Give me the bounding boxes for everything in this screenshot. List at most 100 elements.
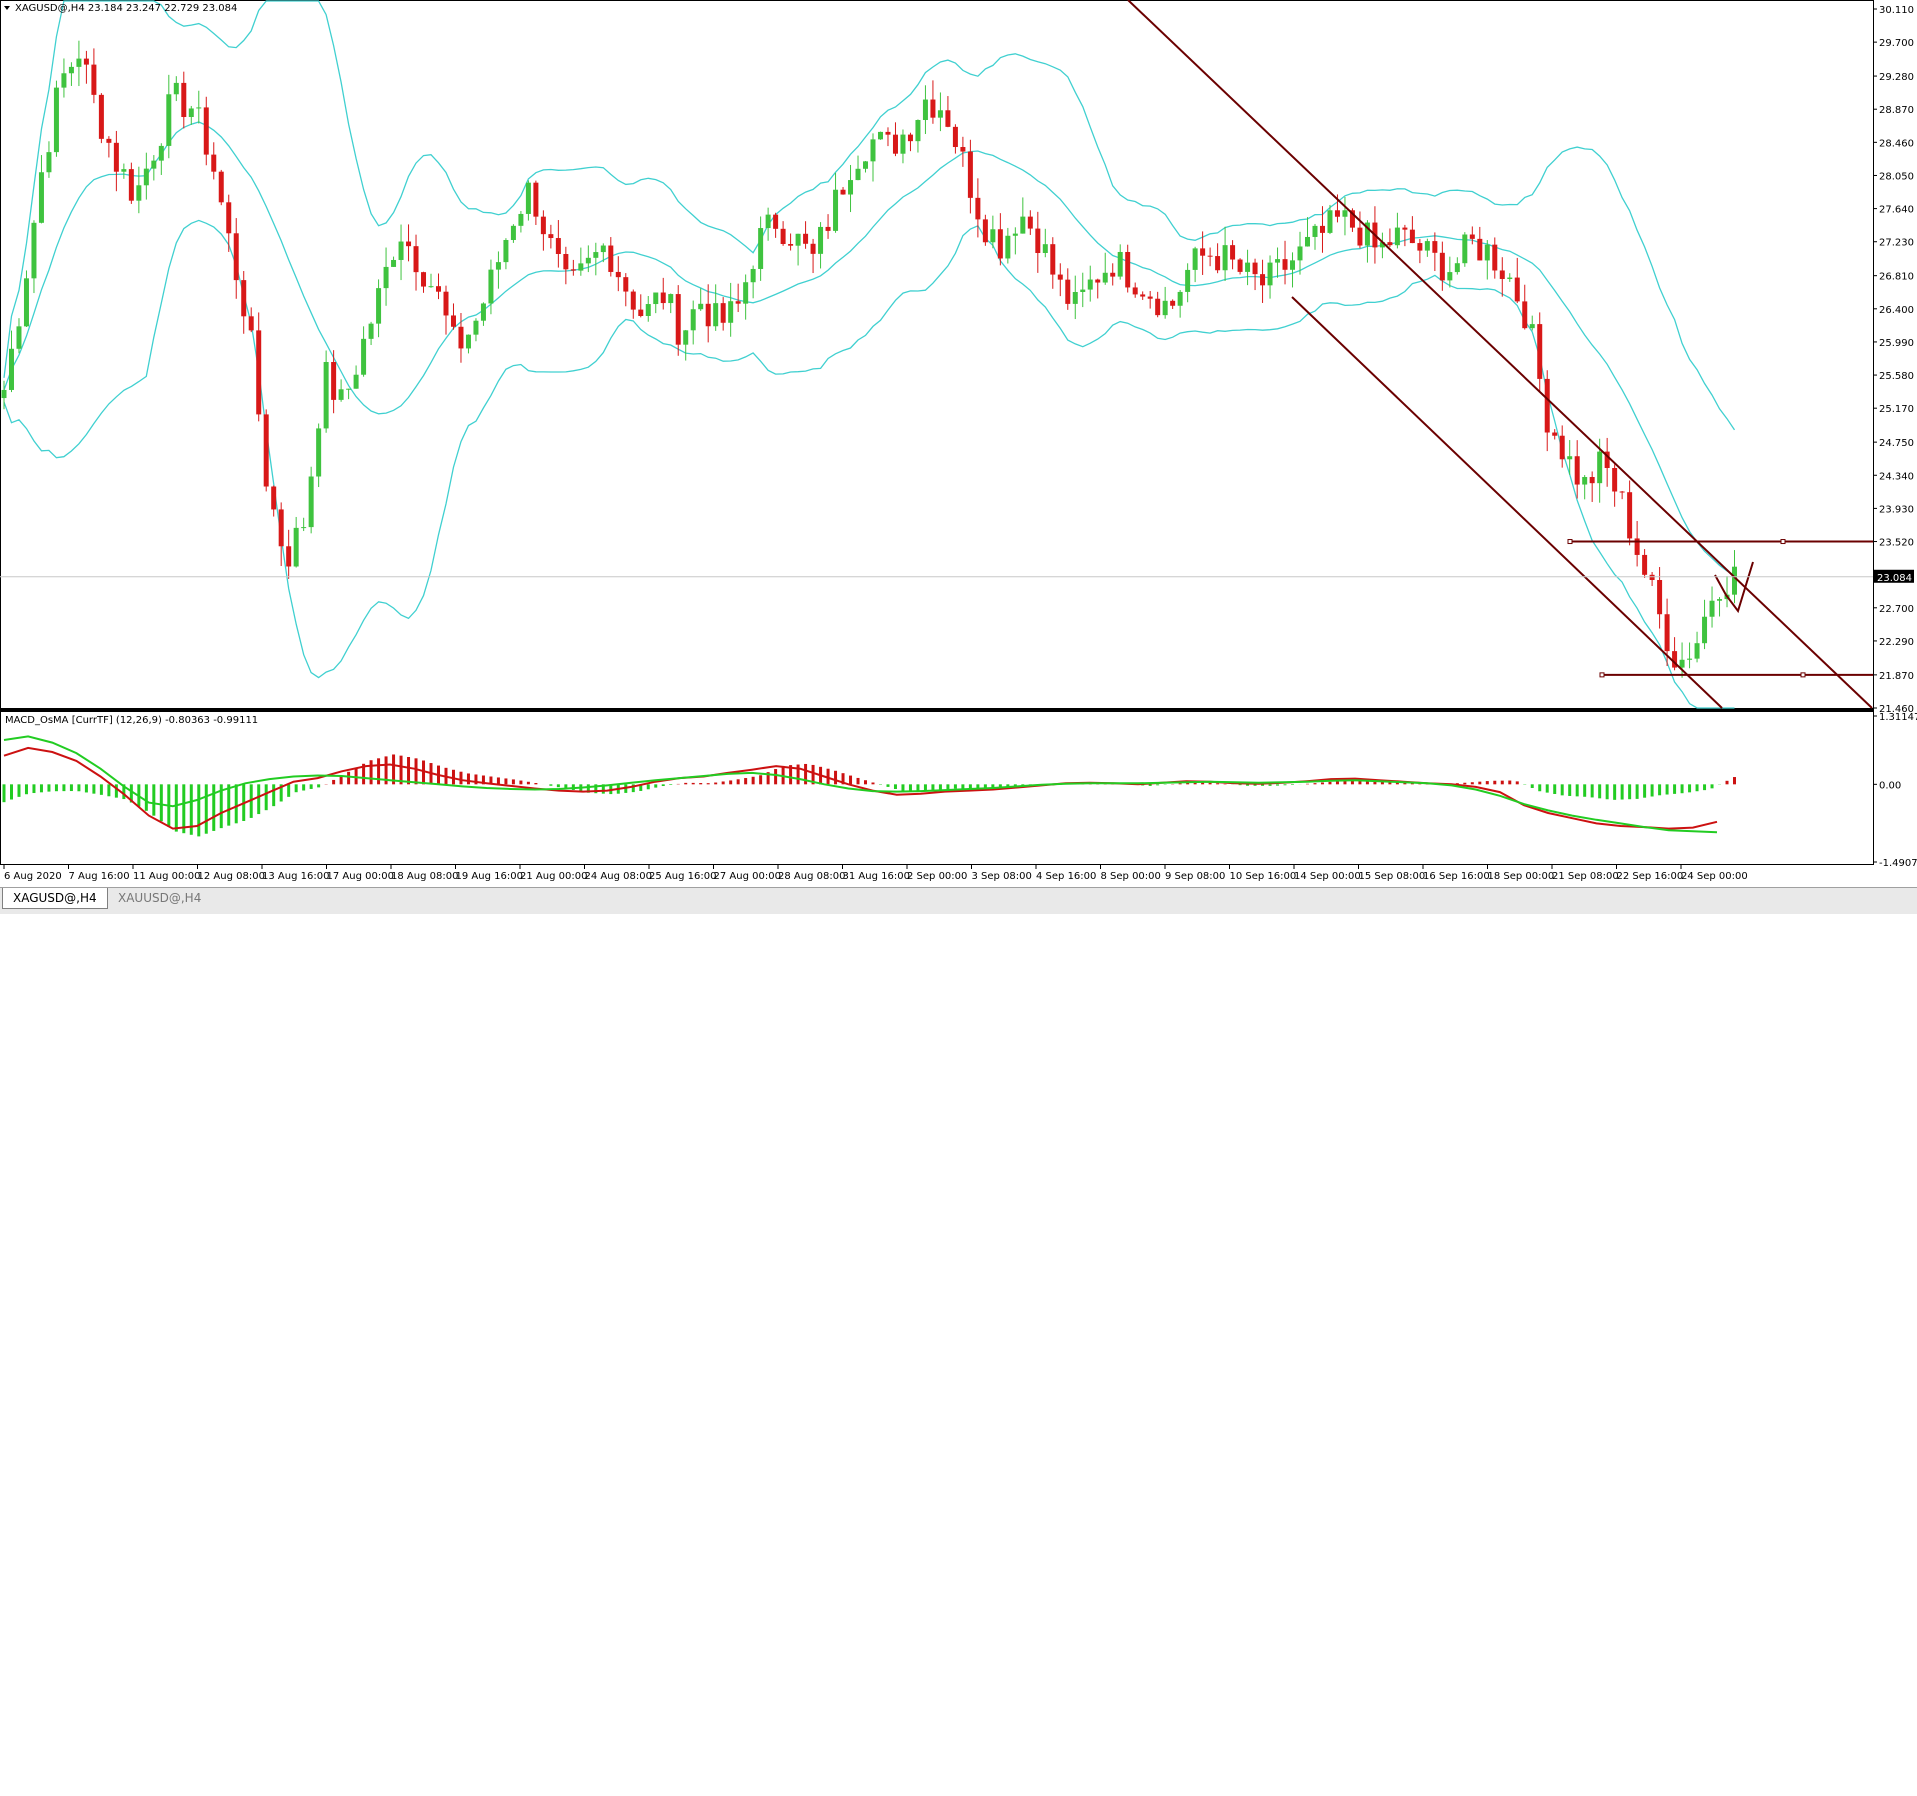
bear-candle-body <box>555 238 561 255</box>
bear-candle-body <box>810 243 816 254</box>
trend-lines[interactable] <box>1127 0 1873 709</box>
bear-candle-body <box>945 110 951 127</box>
bear-candle-body <box>1349 210 1355 228</box>
current-price-box <box>1874 569 1914 583</box>
bull-candle-body <box>173 82 179 95</box>
bull-candle-body <box>1567 456 1573 460</box>
descending-channel-lower-line <box>1291 296 1723 709</box>
bull-candle-body <box>1177 291 1183 306</box>
bear-candle-body <box>203 107 209 155</box>
tab-xagusd-h4[interactable]: XAGUSD@,H4 <box>2 888 108 909</box>
bull-candle-body <box>848 180 854 195</box>
bull-candle-body <box>473 320 479 335</box>
time-tick-label: 13 Aug 16:00 <box>262 871 329 882</box>
bull-candle-body <box>578 263 584 271</box>
price-tick-label: 29.280 <box>1879 72 1914 83</box>
bear-candle-body <box>1664 614 1670 652</box>
time-tick-label: 7 Aug 16:00 <box>69 871 130 882</box>
bull-candle-body <box>1087 279 1093 290</box>
bull-candle-body <box>61 73 67 88</box>
bollinger-lower-band <box>3 219 1735 709</box>
time-tick-label: 21 Sep 08:00 <box>1552 871 1619 882</box>
bear-candle-body <box>1672 651 1678 668</box>
price-tick-label: 26.810 <box>1879 272 1914 283</box>
current-price-label: 23.084 <box>1877 573 1912 584</box>
bull-candle-body <box>683 330 689 345</box>
bear-candle-body <box>226 202 232 234</box>
bull-candle-body <box>121 169 127 172</box>
bear-candle-body <box>1260 274 1266 286</box>
bear-candle-body <box>997 229 1003 259</box>
time-tick-label: 21 Aug 00:00 <box>520 871 587 882</box>
bull-candle-body <box>645 304 651 316</box>
bull-candle-body <box>308 476 314 528</box>
trading-chart[interactable]: 30.110 29.700 29.280 28.870 28.460 28.050 27.6… <box>0 0 1917 887</box>
bull-candle-body <box>1020 216 1026 234</box>
bull-candle-body <box>1462 234 1468 264</box>
bull-candle-body <box>1162 300 1168 316</box>
bear-candle-body <box>1537 324 1543 379</box>
bull-candle-body <box>1305 236 1310 247</box>
bear-candle-body <box>1027 216 1033 229</box>
bull-candle-body <box>1005 235 1011 259</box>
bull-candle-body <box>46 152 52 173</box>
bull-candle-body <box>465 334 471 349</box>
bull-candle-body <box>31 222 37 279</box>
bull-candle-body <box>1042 244 1048 254</box>
bull-candle-body <box>1312 225 1318 237</box>
bull-candle-body <box>518 213 524 226</box>
bull-candle-body <box>143 168 149 186</box>
bear-candle-body <box>780 228 786 244</box>
bear-candle-body <box>540 216 546 235</box>
price-tick-label: 24.750 <box>1879 438 1914 449</box>
bull-candle-body <box>1192 248 1198 270</box>
macd-oscillator <box>2 735 1737 837</box>
bull-candle-body <box>1245 262 1251 272</box>
bull-candle-body <box>480 303 486 321</box>
time-tick-label: 2 Sep 00:00 <box>907 871 967 882</box>
bear-candle-body <box>1057 274 1063 280</box>
tab-xauusd-h4[interactable]: XAUUSD@,H4 <box>118 891 202 905</box>
bear-candle-body <box>1319 225 1325 233</box>
bull-candle-body <box>915 120 921 142</box>
bear-candle-body <box>1477 238 1483 261</box>
bear-candle-body <box>930 99 936 118</box>
bull-candle-body <box>1454 263 1460 273</box>
bull-candle-body <box>398 241 404 260</box>
bull-candle-body <box>1267 262 1273 286</box>
bear-candle-body <box>1095 279 1101 283</box>
time-tick-label: 16 Sep 16:00 <box>1423 871 1490 882</box>
projection-path <box>1714 561 1754 614</box>
price-tick-label: 25.170 <box>1879 404 1914 415</box>
level-handle <box>1780 539 1786 545</box>
bear-candle-body <box>113 142 119 172</box>
bull-candle-body <box>1327 210 1333 233</box>
triangle-down-icon[interactable] <box>4 6 10 10</box>
bear-candle-body <box>406 241 412 247</box>
bull-candle-body <box>428 286 434 288</box>
bull-candle-body <box>323 362 329 429</box>
time-tick-label: 27 Aug 00:00 <box>714 871 781 882</box>
bull-candle-body <box>1694 643 1700 659</box>
bull-candle-body <box>1582 477 1588 485</box>
bear-candle-body <box>241 280 247 317</box>
indicator-header: MACD_OsMA [CurrTF] (12,26,9) -0.80363 -0… <box>5 715 258 726</box>
tab-scroll-handle[interactable] <box>0 1776 8 1796</box>
bear-candle-body <box>1439 252 1445 281</box>
bear-candle-body <box>1574 456 1580 485</box>
price-pane-frame <box>0 0 1874 709</box>
bull-candle-body <box>1185 269 1191 292</box>
bull-candle-body <box>1597 451 1603 484</box>
time-tick-label: 18 Sep 00:00 <box>1488 871 1555 882</box>
time-tick-label: 4 Sep 16:00 <box>1036 871 1096 882</box>
bull-candle-body <box>23 278 29 327</box>
bear-candle-body <box>331 362 337 400</box>
price-tick-label: 21.460 <box>1879 704 1914 715</box>
price-tick-label: 30.110 <box>1879 5 1914 16</box>
price-tick-label: 22.700 <box>1879 604 1914 615</box>
bear-candle-body <box>1237 259 1243 272</box>
bull-candle-body <box>870 139 876 162</box>
time-tick-label: 24 Sep 00:00 <box>1681 871 1748 882</box>
time-tick-label: 11 Aug 00:00 <box>133 871 200 882</box>
bull-candle-body <box>1717 599 1723 601</box>
